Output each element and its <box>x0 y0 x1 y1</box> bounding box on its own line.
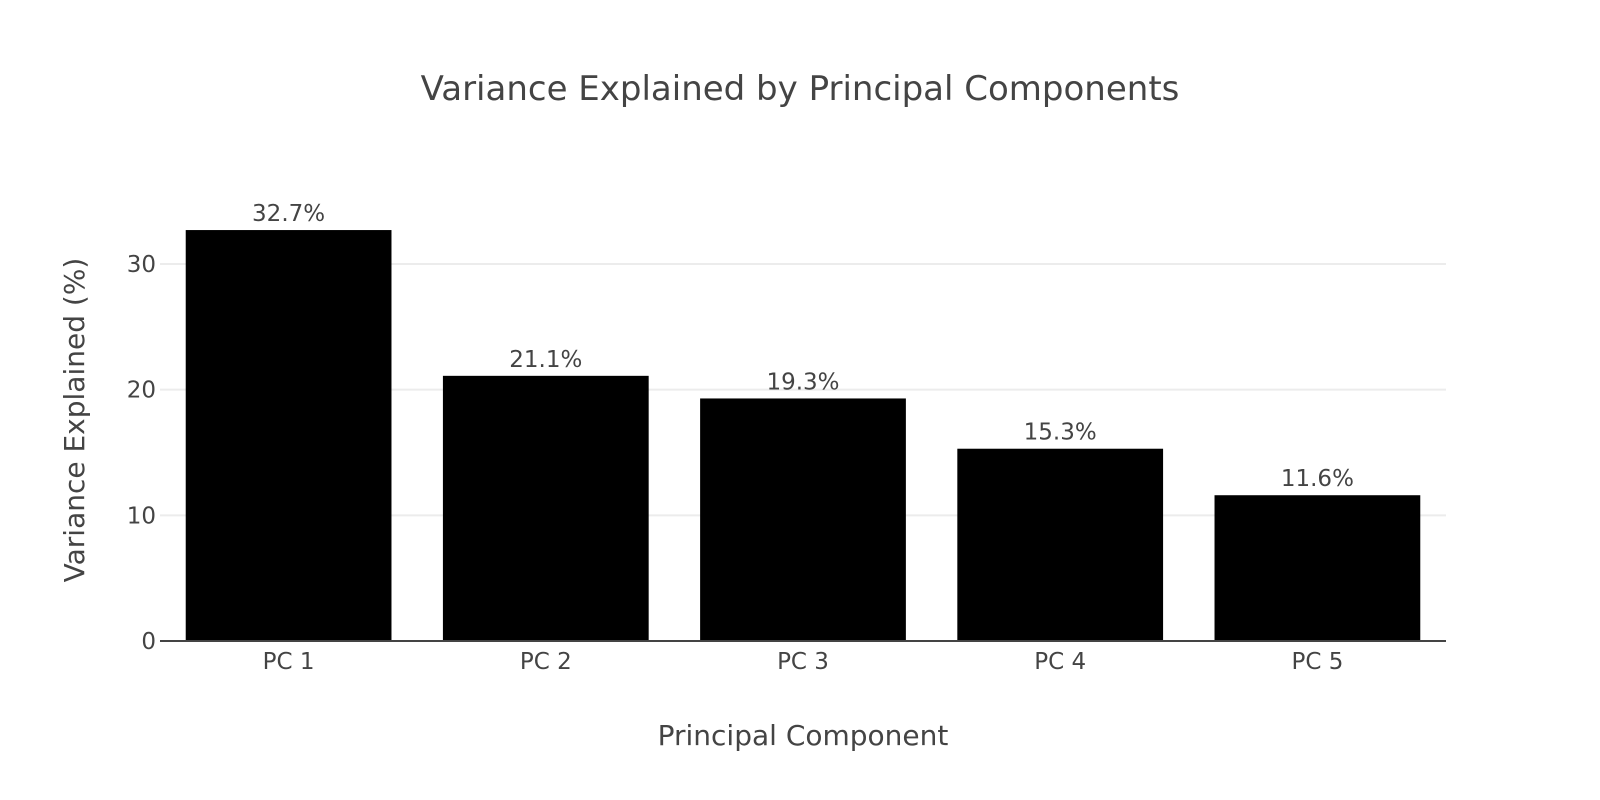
x-tick-label: PC 1 <box>263 649 315 675</box>
x-tick-label: PC 2 <box>520 649 572 675</box>
x-tick-label: PC 3 <box>777 649 829 675</box>
y-axis-title: Variance Explained (%) <box>58 258 91 583</box>
bar-data-label: 19.3% <box>766 369 839 395</box>
x-tick-label: PC 4 <box>1034 649 1086 675</box>
x-tick-label: PC 5 <box>1291 649 1343 675</box>
bar-data-label: 21.1% <box>509 347 582 373</box>
bars <box>185 230 1421 642</box>
bar-data-label: 11.6% <box>1281 466 1354 492</box>
y-tick-label: 30 <box>127 252 156 278</box>
bar <box>442 375 649 641</box>
x-axis-ticks: PC 1 PC 2 PC 3 PC 4 PC 5 <box>263 649 1344 675</box>
bar-data-label: 32.7% <box>252 201 325 227</box>
x-axis-title: Principal Component <box>658 719 949 752</box>
y-tick-label: 10 <box>127 503 156 529</box>
bar <box>957 448 1164 641</box>
y-axis-ticks: 0 10 20 30 <box>127 252 156 655</box>
data-labels: 32.7% 21.1% 19.3% 15.3% 11.6% <box>252 201 1354 492</box>
bar <box>185 230 392 642</box>
bar-data-label: 15.3% <box>1024 420 1097 446</box>
y-tick-label: 20 <box>127 378 156 404</box>
bar <box>700 398 906 641</box>
y-tick-label: 0 <box>141 629 156 655</box>
bar <box>1214 495 1421 641</box>
chart-title: Variance Explained by Principal Componen… <box>421 69 1180 109</box>
